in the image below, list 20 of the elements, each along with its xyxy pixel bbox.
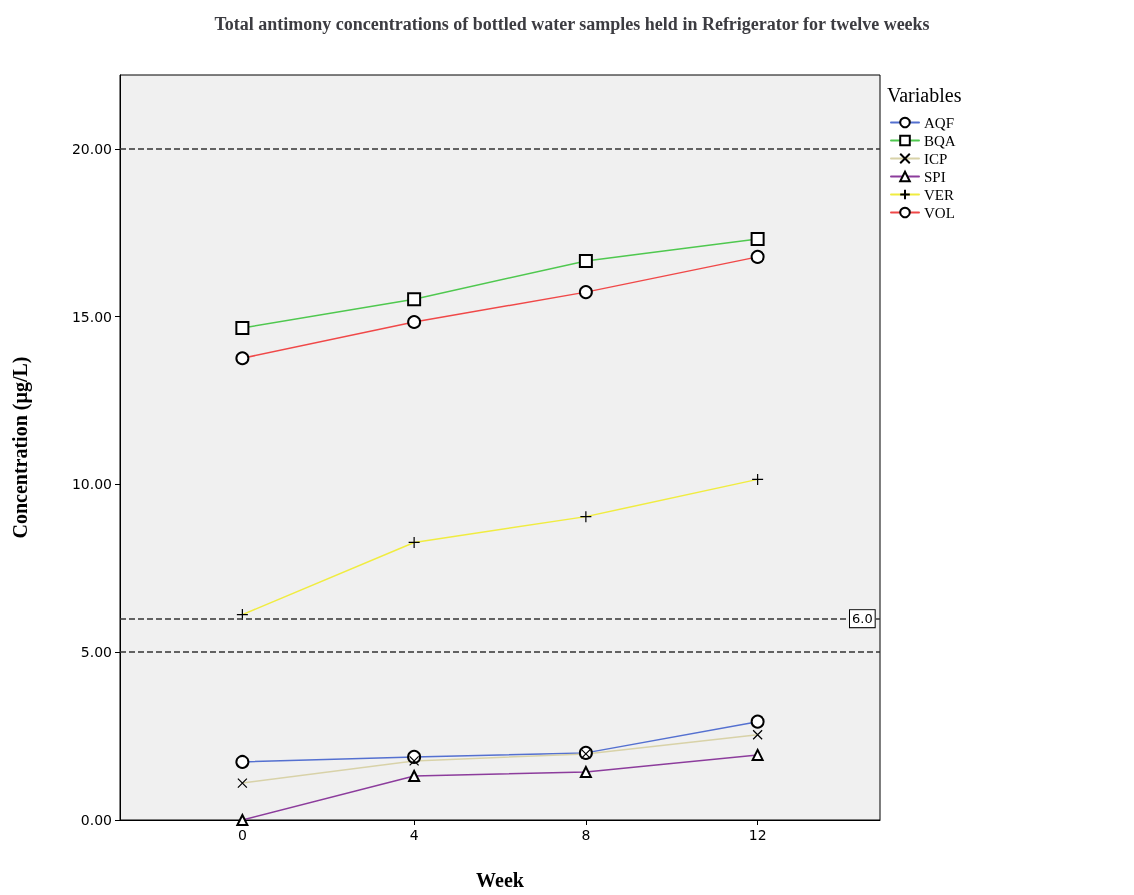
x-tick-label: 0 [237,827,247,843]
x-axis-title: Week [476,869,525,891]
legend-label: VOL [924,204,955,221]
y-tick-label: 5.00 [80,644,112,661]
x-tick-label: 12 [748,827,767,843]
legend-label: ICP [924,150,948,167]
y-tick-label: 0.00 [80,812,112,828]
y-axis-title: Concentration (µg/L) [9,356,32,539]
ref-line-label: 6.0 [852,611,873,627]
x-tick-label: 4 [409,827,419,843]
legend-label: VER [924,186,954,203]
legend-title: Variables [887,84,962,106]
legend-label: AQF [924,114,955,131]
x-tick-label: 8 [581,827,591,843]
chart-title: Total antimony concentrations of bottled water samples held in Refrigerator for twelve weeks [214,14,930,34]
y-tick-label: 15.00 [71,308,112,325]
legend-label: BQA [924,132,956,149]
y-tick-label: 10.00 [71,476,112,493]
legend-label: SPI [924,168,946,185]
y-tick-label: 20.00 [71,140,112,157]
